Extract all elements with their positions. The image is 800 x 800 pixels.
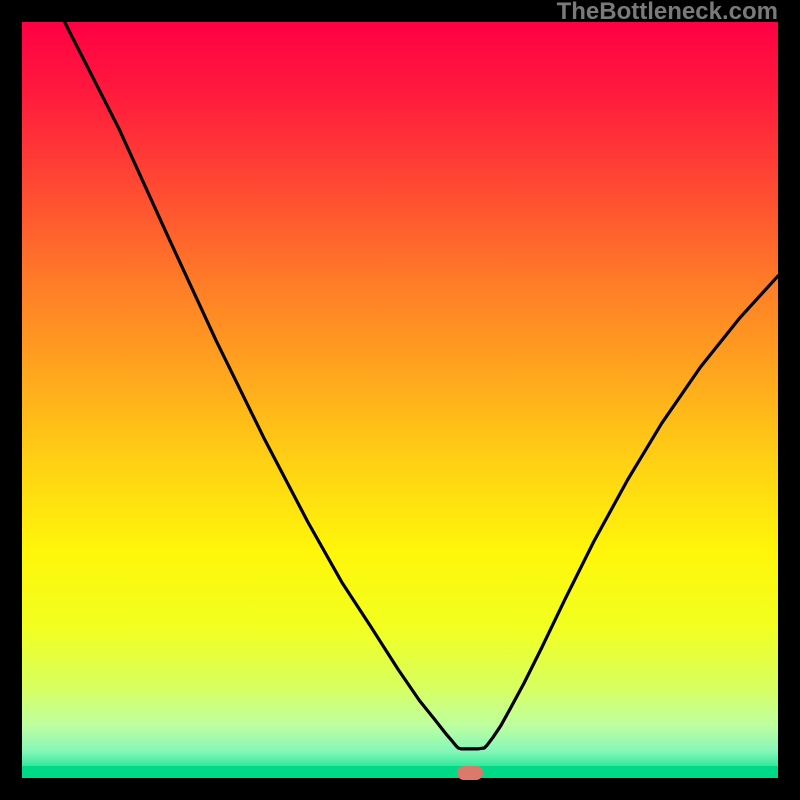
chart-container: TheBottleneck.com	[0, 0, 800, 800]
chart-plot-area	[22, 22, 778, 778]
watermark-text: TheBottleneck.com	[557, 0, 778, 26]
marker-pill	[457, 766, 483, 780]
chart-bottom-band	[22, 766, 778, 778]
